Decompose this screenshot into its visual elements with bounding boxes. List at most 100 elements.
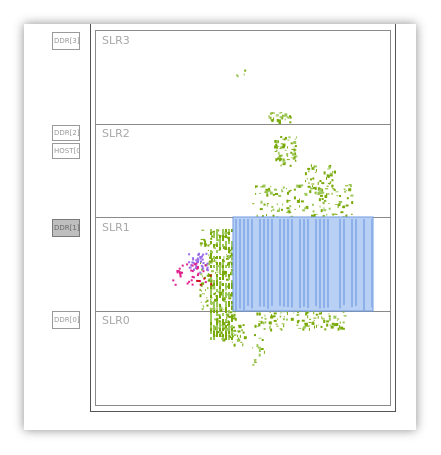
device-area[interactable]	[95, 30, 391, 406]
logic-cell	[213, 247, 215, 249]
logic-cell	[231, 292, 233, 295]
logic-cell	[222, 235, 224, 238]
logic-cell	[191, 270, 194, 273]
logic-cell	[233, 332, 235, 334]
logic-cell	[276, 157, 280, 160]
logic-cell	[231, 341, 233, 343]
logic-cell	[306, 206, 309, 210]
logic-cell	[216, 310, 218, 313]
ddr-3-label[interactable]: DDR[3]	[52, 32, 80, 50]
logic-cell	[218, 314, 221, 317]
logic-cell	[285, 318, 288, 321]
logic-cell	[219, 265, 221, 268]
logic-cell	[340, 211, 344, 214]
logic-cell	[219, 241, 221, 244]
logic-cell	[232, 317, 236, 320]
logic-cell	[201, 282, 204, 285]
logic-cell	[289, 121, 292, 124]
logic-cell	[210, 237, 213, 240]
logic-cell	[219, 235, 221, 238]
logic-cell	[210, 322, 212, 325]
logic-cell	[294, 208, 297, 210]
logic-cell	[348, 188, 352, 192]
host-label[interactable]: HOST[0]	[52, 143, 80, 159]
logic-cell	[279, 148, 282, 150]
logic-cell	[199, 242, 203, 245]
ddr-0-label[interactable]: DDR[0]	[52, 311, 80, 329]
logic-cell	[225, 307, 227, 310]
logic-cell	[316, 169, 318, 170]
logic-cell	[226, 254, 228, 255]
logic-cell	[196, 279, 199, 282]
logic-cell	[205, 240, 207, 242]
logic-cell	[287, 210, 291, 214]
logic-cell	[201, 293, 205, 295]
logic-cell	[229, 293, 233, 297]
logic-cell	[337, 327, 340, 331]
logic-cell	[234, 317, 237, 321]
ddr-1-label[interactable]: DDR[1]	[52, 219, 80, 237]
logic-cell	[272, 315, 276, 318]
logic-cell	[345, 204, 349, 207]
logic-cell	[211, 279, 213, 283]
ddr-2-label[interactable]: DDR[2]	[52, 125, 80, 141]
logic-cell	[284, 136, 287, 139]
logic-cell	[199, 294, 202, 298]
logic-cell	[264, 317, 267, 320]
logic-cell	[260, 200, 263, 204]
logic-cell	[210, 229, 212, 232]
block-column	[371, 219, 373, 308]
logic-cell	[281, 208, 283, 211]
logic-cell	[239, 334, 241, 338]
logic-cell	[202, 262, 205, 264]
logic-cell	[215, 259, 217, 263]
logic-cell	[214, 318, 218, 321]
logic-cell	[206, 269, 209, 272]
logic-cell	[339, 325, 341, 329]
logic-cell	[215, 244, 217, 247]
logic-cell	[201, 258, 204, 261]
logic-cell	[270, 328, 273, 332]
logic-cell	[229, 310, 233, 312]
logic-cell	[222, 238, 224, 241]
logic-cell	[264, 314, 266, 317]
logic-cell	[330, 181, 332, 184]
logic-cell	[312, 185, 314, 188]
logic-cell	[326, 193, 330, 195]
logic-cell	[276, 148, 279, 150]
logic-cell	[222, 298, 224, 301]
logic-cell	[286, 155, 288, 157]
block-column	[307, 219, 309, 309]
logic-cell	[216, 307, 218, 311]
logic-cell	[295, 160, 297, 162]
logic-cell	[231, 286, 233, 289]
logic-cell	[287, 200, 291, 202]
logic-cell	[222, 271, 224, 274]
logic-cell	[213, 292, 216, 295]
logic-cell	[342, 327, 345, 330]
logic-cell	[290, 151, 293, 154]
block-column	[303, 219, 305, 307]
logic-cell	[216, 304, 218, 307]
block-column	[251, 219, 253, 309]
logic-cell	[225, 328, 227, 331]
logic-cell	[222, 337, 224, 340]
logic-cell	[219, 256, 221, 259]
logic-cell	[172, 279, 175, 282]
logic-cell	[216, 262, 218, 265]
logic-cell	[205, 252, 208, 255]
logic-cell	[317, 324, 319, 326]
logic-cell	[337, 205, 339, 209]
logic-cell	[323, 209, 327, 212]
logic-cell	[228, 256, 230, 259]
logic-cell	[283, 316, 285, 318]
logic-cell	[225, 337, 227, 340]
logic-cell	[280, 112, 283, 114]
logic-cell	[210, 286, 212, 289]
logic-cell	[228, 328, 230, 331]
logic-cell	[196, 274, 199, 277]
logic-cell	[191, 283, 194, 286]
logic-cell	[252, 203, 255, 205]
logic-cell	[313, 187, 317, 189]
logic-cell	[225, 247, 227, 250]
